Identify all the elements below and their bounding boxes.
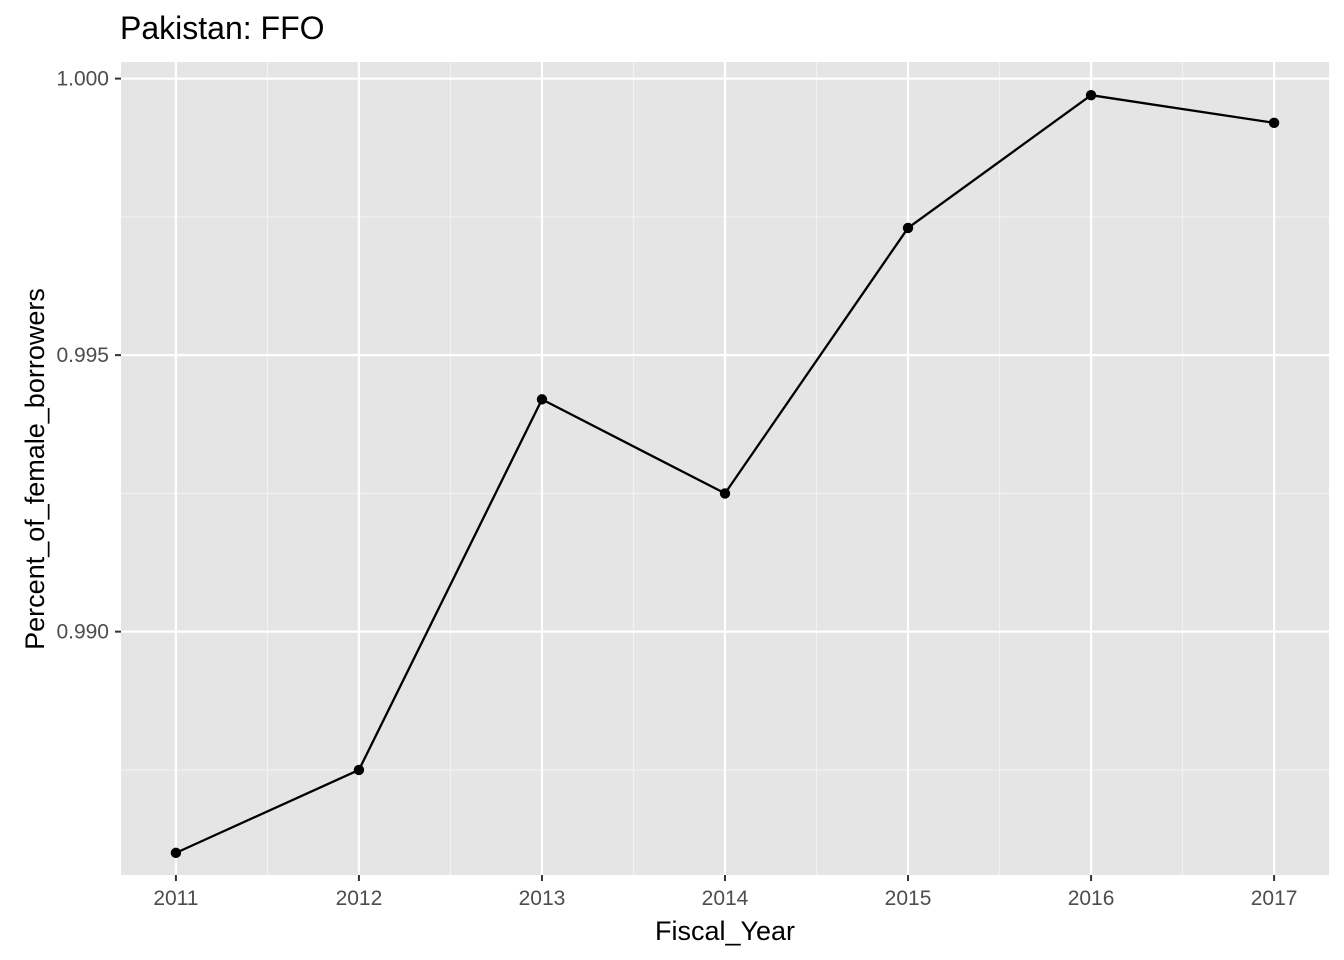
- x-axis-title: Fiscal_Year: [655, 916, 795, 946]
- x-tick-label: 2011: [153, 887, 198, 910]
- x-axis: 2011 2012 2013 2014 2015 2016 2017: [153, 875, 1297, 910]
- y-axis: 0.990 0.995 1.000: [56, 68, 121, 644]
- data-point: [536, 394, 548, 405]
- y-axis-title: Percent_of_female_borrowers: [20, 288, 50, 650]
- x-tick-label: 2017: [1251, 887, 1298, 910]
- y-tick-label: 1.000: [56, 68, 109, 91]
- x-tick-label: 2015: [885, 887, 932, 910]
- data-point: [170, 847, 182, 859]
- y-tick-label: 0.990: [56, 621, 109, 644]
- data-point: [1085, 89, 1097, 101]
- data-point: [902, 222, 914, 234]
- plot-panel: [121, 62, 1329, 875]
- data-point: [1268, 117, 1280, 129]
- chart-title: Pakistan: FFO: [120, 10, 325, 46]
- data-point: [719, 488, 731, 499]
- data-point: [353, 764, 365, 776]
- y-tick-label: 0.995: [56, 344, 109, 367]
- x-tick-label: 2013: [519, 887, 566, 910]
- x-tick-label: 2012: [336, 887, 383, 910]
- x-tick-label: 2014: [702, 887, 749, 910]
- x-tick-label: 2016: [1068, 887, 1115, 910]
